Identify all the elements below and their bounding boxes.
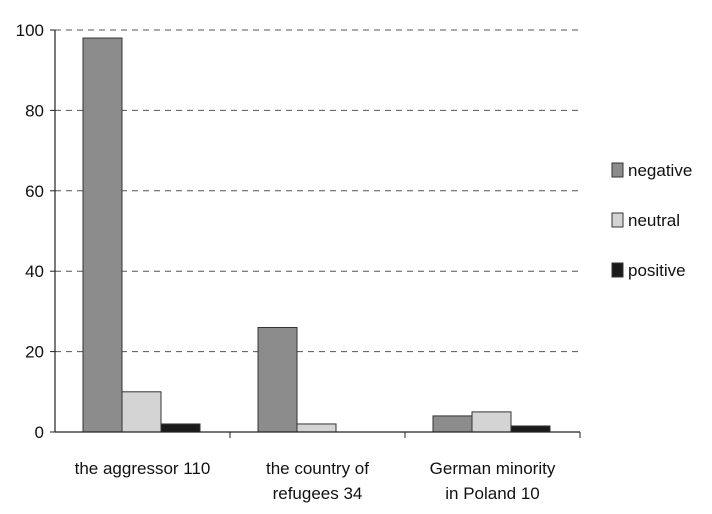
y-tick-labels: 0 20 40 60 80 100 <box>16 21 44 442</box>
y-tick-label-40: 40 <box>25 262 44 281</box>
legend-swatch-positive <box>611 262 624 278</box>
bar-negative-1 <box>82 37 123 433</box>
gridlines <box>55 29 580 353</box>
bar-neutral-2 <box>296 423 337 433</box>
legend-label-positive: positive <box>628 261 686 280</box>
category-label-3-line-2: in Poland 10 <box>445 484 540 503</box>
bar-neutral-1 <box>121 391 162 433</box>
category-label-2-line-2: refugees 34 <box>273 484 363 503</box>
y-tick-label-80: 80 <box>25 101 44 120</box>
bar-positive-1 <box>160 423 201 433</box>
category-labels: the aggressor 110 the country of refugees … <box>75 459 556 503</box>
category-label-1-line-1: the aggressor 110 <box>75 459 211 478</box>
axes <box>50 29 581 438</box>
category-label-3-line-1: German minority <box>430 459 556 478</box>
legend-swatch-negative <box>611 162 624 178</box>
y-tick-label-100: 100 <box>16 21 44 40</box>
y-tick-label-0: 0 <box>35 423 44 442</box>
legend-label-negative: negative <box>628 161 692 180</box>
y-tick-label-20: 20 <box>25 343 44 362</box>
bar-negative-3 <box>432 415 473 433</box>
legend-label-neutral: neutral <box>628 211 680 230</box>
legend-swatch-neutral <box>611 212 624 228</box>
legend: negative neutral positive <box>611 161 692 280</box>
bar-positive-3 <box>510 425 551 433</box>
bars <box>82 37 551 433</box>
bar-neutral-3 <box>471 411 512 433</box>
bar-negative-2 <box>257 326 298 433</box>
category-label-2-line-1: the country of <box>266 459 369 478</box>
y-tick-label-60: 60 <box>25 182 44 201</box>
